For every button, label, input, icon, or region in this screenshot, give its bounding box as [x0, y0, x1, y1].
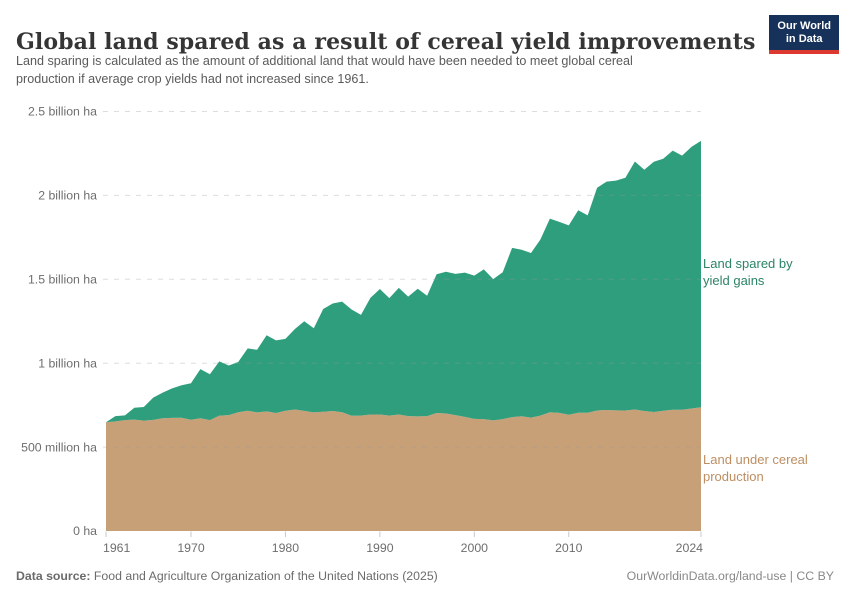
y-axis-tick-label: 2 billion ha — [38, 189, 97, 203]
data-source-note: Data source: Food and Agriculture Organi… — [16, 569, 438, 583]
data-source-text: Food and Agriculture Organization of the… — [90, 569, 438, 583]
y-axis-tick-label: 0 ha — [73, 524, 97, 538]
x-axis-tick-label: 1970 — [177, 541, 205, 555]
series-label-land-spared: Land spared by yield gains — [703, 256, 793, 288]
owid-logo-line2: in Data — [785, 33, 823, 45]
chart-subtitle-line1: Land sparing is calculated as the amount… — [16, 54, 633, 68]
x-axis-tick-label: 1980 — [272, 541, 300, 555]
x-axis-tick-label: 1961 — [103, 541, 131, 555]
y-axis-tick-label: 1.5 billion ha — [28, 273, 97, 287]
owid-logo[interactable]: Our World in Data — [769, 15, 839, 54]
y-axis-tick-label: 1 billion ha — [38, 356, 97, 370]
chart-subtitle-line2: production if average crop yields had no… — [16, 72, 369, 86]
license-link[interactable]: OurWorldinData.org/land-use | CC BY — [626, 569, 834, 583]
x-axis-tick-label: 2024 — [676, 541, 704, 555]
chart-footer: Data source: Food and Agriculture Organi… — [16, 569, 834, 583]
y-axis-tick-label: 2.5 billion ha — [28, 105, 97, 119]
area-land-under-cereal-production[interactable] — [106, 407, 701, 531]
chart-title: Global land spared as a result of cereal… — [16, 28, 756, 55]
x-axis-tick-label: 1990 — [366, 541, 394, 555]
area-land-spared-by-yield-gains[interactable] — [106, 140, 701, 423]
data-source-label: Data source: — [16, 569, 91, 583]
y-axis-tick-label: 500 million ha — [21, 440, 97, 454]
chart-subtitle: Land sparing is calculated as the amount… — [16, 52, 776, 88]
series-label-land-under-cereal: Land under cereal production — [703, 452, 808, 484]
x-axis-tick-label: 2000 — [461, 541, 489, 555]
x-axis-tick-label: 2010 — [555, 541, 583, 555]
owid-logo-line1: Our World — [777, 20, 831, 32]
